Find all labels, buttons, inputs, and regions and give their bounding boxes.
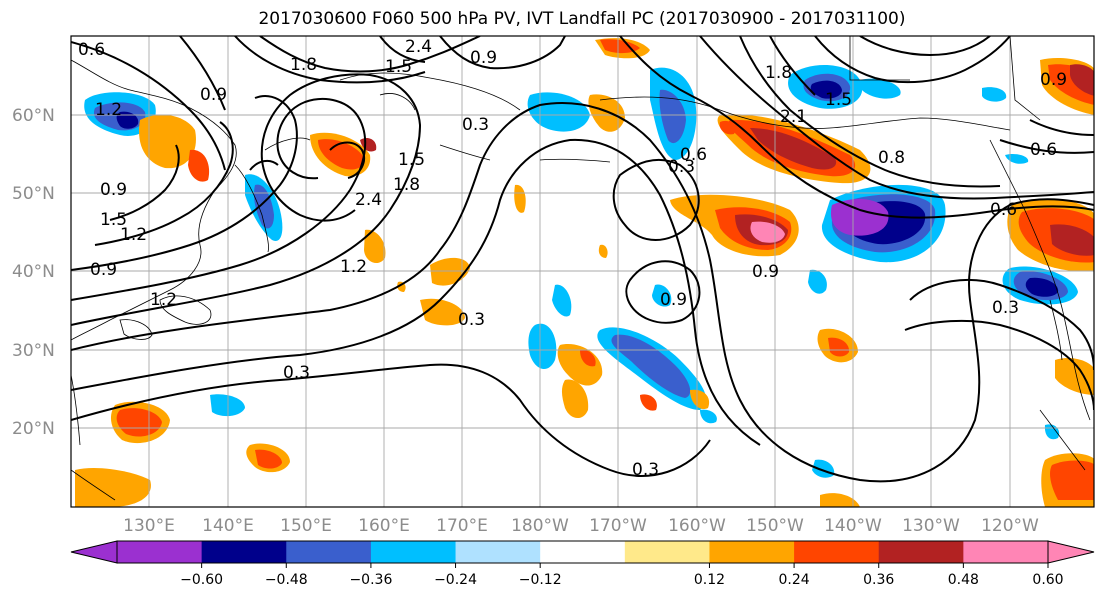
lat-label: 60°N bbox=[12, 106, 55, 126]
colorbar-tick-label: 0.24 bbox=[779, 572, 810, 588]
colorbar-tick-label: 0.12 bbox=[694, 572, 725, 588]
lat-label: 20°N bbox=[12, 419, 55, 439]
colorbar-cell bbox=[709, 541, 795, 563]
contour-label: 0.6 bbox=[78, 40, 105, 60]
colorbar-cell bbox=[878, 541, 964, 563]
lat-label: 40°N bbox=[12, 262, 55, 282]
contour-label: 1.8 bbox=[290, 55, 317, 75]
lon-label: 130°E bbox=[123, 516, 175, 536]
latitude-labels: 60°N 50°N 40°N 30°N 20°N bbox=[12, 106, 55, 439]
colorbar-cell bbox=[624, 541, 710, 563]
map-title: 2017030600 F060 500 hPa PV, IVT Landfall… bbox=[258, 9, 906, 29]
contour-label: 0.6 bbox=[990, 200, 1017, 220]
contour-label: 0.9 bbox=[90, 260, 117, 280]
lon-label: 120°W bbox=[981, 516, 1039, 536]
contour-label-group: 0.6 1.2 0.9 1.8 2.4 1.5 0.9 0.3 1.8 1.5 … bbox=[78, 37, 1067, 480]
lon-label: 170°E bbox=[436, 516, 488, 536]
contour-label: 2.4 bbox=[405, 37, 432, 57]
contour-label: 0.9 bbox=[752, 262, 779, 282]
contour-label: 0.3 bbox=[668, 157, 695, 177]
pv-contours bbox=[71, 36, 1094, 483]
lon-label: 150°W bbox=[746, 516, 804, 536]
contour-label: 0.3 bbox=[458, 310, 485, 330]
colorbar-tick-label: 0.36 bbox=[863, 572, 894, 588]
contour-label: 0.9 bbox=[1040, 70, 1067, 90]
contour-label: 0.3 bbox=[462, 115, 489, 135]
lat-label: 50°N bbox=[12, 184, 55, 204]
contour-label: 1.2 bbox=[95, 100, 122, 120]
contour-label: 0.9 bbox=[660, 290, 687, 310]
colorbar-cells bbox=[117, 541, 1049, 563]
contour-label: 0.6 bbox=[680, 145, 707, 165]
contour-label: 1.5 bbox=[385, 57, 412, 77]
lon-label: 130°W bbox=[902, 516, 960, 536]
contour-label: 2.4 bbox=[355, 190, 382, 210]
colorbar: −0.60 −0.48 −0.36 −0.24 −0.12 0.12 0.24 0.36 0.4… bbox=[70, 540, 1095, 588]
contour-label: 0.3 bbox=[992, 298, 1019, 318]
contour-label: 0.9 bbox=[100, 180, 127, 200]
contour-label: 0.9 bbox=[200, 85, 227, 105]
positive-pc-shading bbox=[75, 38, 1094, 507]
contour-label: 0.8 bbox=[878, 148, 905, 168]
contour-label: 1.5 bbox=[100, 210, 127, 230]
colorbar-tick-label: 0.60 bbox=[1032, 572, 1063, 588]
colorbar-frame bbox=[116, 540, 1049, 564]
colorbar-cell bbox=[794, 541, 880, 563]
contour-label: 0.3 bbox=[632, 460, 659, 480]
contour-label: 1.5 bbox=[825, 90, 852, 110]
colorbar-cell bbox=[117, 541, 203, 563]
lon-label: 170°W bbox=[589, 516, 647, 536]
contour-label: 0.9 bbox=[470, 48, 497, 68]
lat-label: 30°N bbox=[12, 341, 55, 361]
contour-label: 0.3 bbox=[283, 363, 310, 383]
colorbar-tick-label: −0.60 bbox=[180, 572, 223, 588]
contour-label: 2.1 bbox=[780, 107, 807, 127]
contour-label: 1.8 bbox=[393, 175, 420, 195]
lon-label: 140°E bbox=[202, 516, 254, 536]
colorbar-cell bbox=[963, 541, 1049, 563]
map-frame bbox=[70, 35, 1095, 508]
colorbar-cell bbox=[370, 541, 457, 563]
lon-label: 150°E bbox=[280, 516, 332, 536]
lon-label: 160°E bbox=[358, 516, 410, 536]
colorbar-tick-label: 0.48 bbox=[948, 572, 979, 588]
colorbar-under-arrow bbox=[70, 540, 118, 564]
colorbar-ticks: −0.60 −0.48 −0.36 −0.24 −0.12 0.12 0.24 0.36 0.4… bbox=[180, 563, 1064, 588]
colorbar-cell bbox=[540, 541, 626, 563]
contour-label: 1.2 bbox=[340, 257, 367, 277]
contour-label: 1.2 bbox=[150, 290, 177, 310]
graticule bbox=[71, 36, 1094, 507]
longitude-labels: 130°E 140°E 150°E 160°E 170°E 180°W 170°… bbox=[123, 516, 1039, 536]
lon-label: 140°W bbox=[824, 516, 882, 536]
colorbar-tick-label: −0.36 bbox=[349, 572, 392, 588]
contour-label: 0.6 bbox=[1030, 140, 1057, 160]
colorbar-cell bbox=[201, 541, 287, 563]
colorbar-tick-label: −0.48 bbox=[265, 572, 308, 588]
lon-label: 180°W bbox=[511, 516, 569, 536]
colorbar-tick-label: −0.24 bbox=[434, 572, 477, 588]
contour-label: 1.8 bbox=[765, 63, 792, 83]
colorbar-cell bbox=[286, 541, 372, 563]
contour-label: 1.5 bbox=[398, 150, 425, 170]
contour-label: 1.2 bbox=[120, 225, 147, 245]
colorbar-cell bbox=[455, 541, 541, 563]
colorbar-tick-label: −0.12 bbox=[519, 572, 562, 588]
lon-label: 160°W bbox=[668, 516, 726, 536]
colorbar-over-arrow bbox=[1047, 540, 1095, 564]
